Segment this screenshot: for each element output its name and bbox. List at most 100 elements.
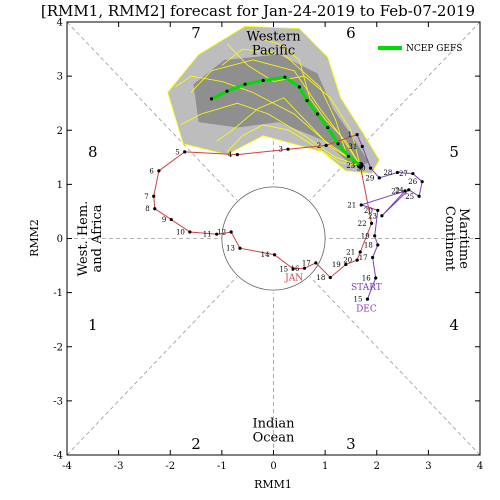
series-point [376,243,380,247]
series-point [324,143,328,148]
series-point [153,207,157,211]
series-point-label: 1 [348,131,352,139]
series-point-label: 8 [145,205,149,213]
series-point [407,188,411,192]
forecast-mean-point [243,82,247,86]
series-point-label: 2 [317,142,321,150]
series-point [411,171,415,176]
ensemble-member-line [226,43,361,166]
series-point-label: 19 [332,261,341,269]
forecast-mean-point [346,154,350,158]
phase-label: 1 [88,316,98,334]
series-point-label: 28 [383,169,392,177]
series-point-label: 23 [346,162,355,170]
series-point [272,253,277,257]
series-point [355,258,359,262]
region-label-line: West. Hem. [76,201,91,277]
x-tick-label: -3 [114,461,124,472]
forecast-mean-point [209,97,214,101]
series-point [215,232,219,236]
series-point [371,255,375,260]
spread-inner [193,54,369,168]
guide-diagonal [309,276,481,456]
series-point [376,208,380,212]
forecast-mean-point [336,142,340,146]
series-point-label: 26 [408,178,417,186]
series-point-label: 10 [176,229,185,237]
series-point-label: 12 [217,229,226,237]
phase-label: 8 [88,143,98,161]
series-point [314,261,318,265]
series-point [157,169,161,173]
series-point [417,194,421,198]
series-point-label: 23 [368,212,377,220]
series-point-label: 15 [354,296,363,304]
series-point-label: 22 [391,187,400,195]
phase-guides [66,21,481,456]
forecast-mean-point [326,125,330,130]
ensemble-member-line [175,75,361,166]
y-tick-label: -4 [53,451,63,462]
month-label: JAN [284,274,303,284]
forecast-mean-point [297,85,301,89]
phase-label: 7 [191,24,201,42]
x-tick-label: 3 [425,461,431,472]
series-point [369,221,374,225]
series-point [360,144,364,149]
y-axis-label: RMM2 [28,219,41,257]
series-point-label: 14 [261,251,270,259]
series-point-label: 16 [362,275,371,283]
series-point-label: 27 [399,170,408,178]
month-label: DEC [356,305,377,315]
series-point-label: 31 [348,143,357,151]
region-label-line: Indian [252,417,295,432]
ensemble-member-line [257,37,361,166]
ensemble-member-line [226,124,361,166]
legend: NCEP GEFS [378,44,462,54]
guide-diagonal [309,21,481,201]
series-point [374,276,378,280]
ensemble-spread [167,25,380,175]
series-point-label: 6 [149,167,154,175]
y-tick-label: 1 [57,180,63,191]
series-point-label: 18 [364,241,373,249]
phase-label: 4 [449,316,459,334]
y-tick-label: -1 [53,288,63,299]
series-point [373,234,377,238]
series-point [183,150,187,154]
y-tick-label: -2 [53,342,63,353]
series-point [365,297,370,301]
x-axis-label: RMM1 [254,478,292,491]
series-point-label: 9 [162,216,166,224]
series-point [403,189,407,193]
forecast-mean-point [283,75,287,79]
series-point [235,153,239,157]
y-tick-label: 0 [57,234,63,245]
region-label-line: Maritime [456,208,471,269]
phase-label: 5 [449,143,459,161]
x-tick-label: -1 [217,461,227,472]
series-point-label: 20 [364,207,373,215]
series-point-label: 18 [316,274,325,282]
series-point-label: 22 [358,220,367,228]
month-label: START [351,283,382,293]
legend-label-ncep-gefs: NCEP GEFS [406,44,462,54]
ensemble-member-line [216,97,361,166]
series-point-label: 5 [175,148,179,156]
series-point [328,275,332,280]
dec-series-line [356,134,423,300]
series-point-label: 19 [361,232,370,240]
x-tick-label: 0 [270,461,276,472]
series-point [238,246,242,250]
unit-circle [221,186,326,291]
series-point [359,203,363,207]
forecast-mean-line [210,75,362,167]
region-label-line: Continent [442,206,457,272]
forecast-mean-point [315,112,319,116]
series-point-label: 3 [278,146,282,154]
